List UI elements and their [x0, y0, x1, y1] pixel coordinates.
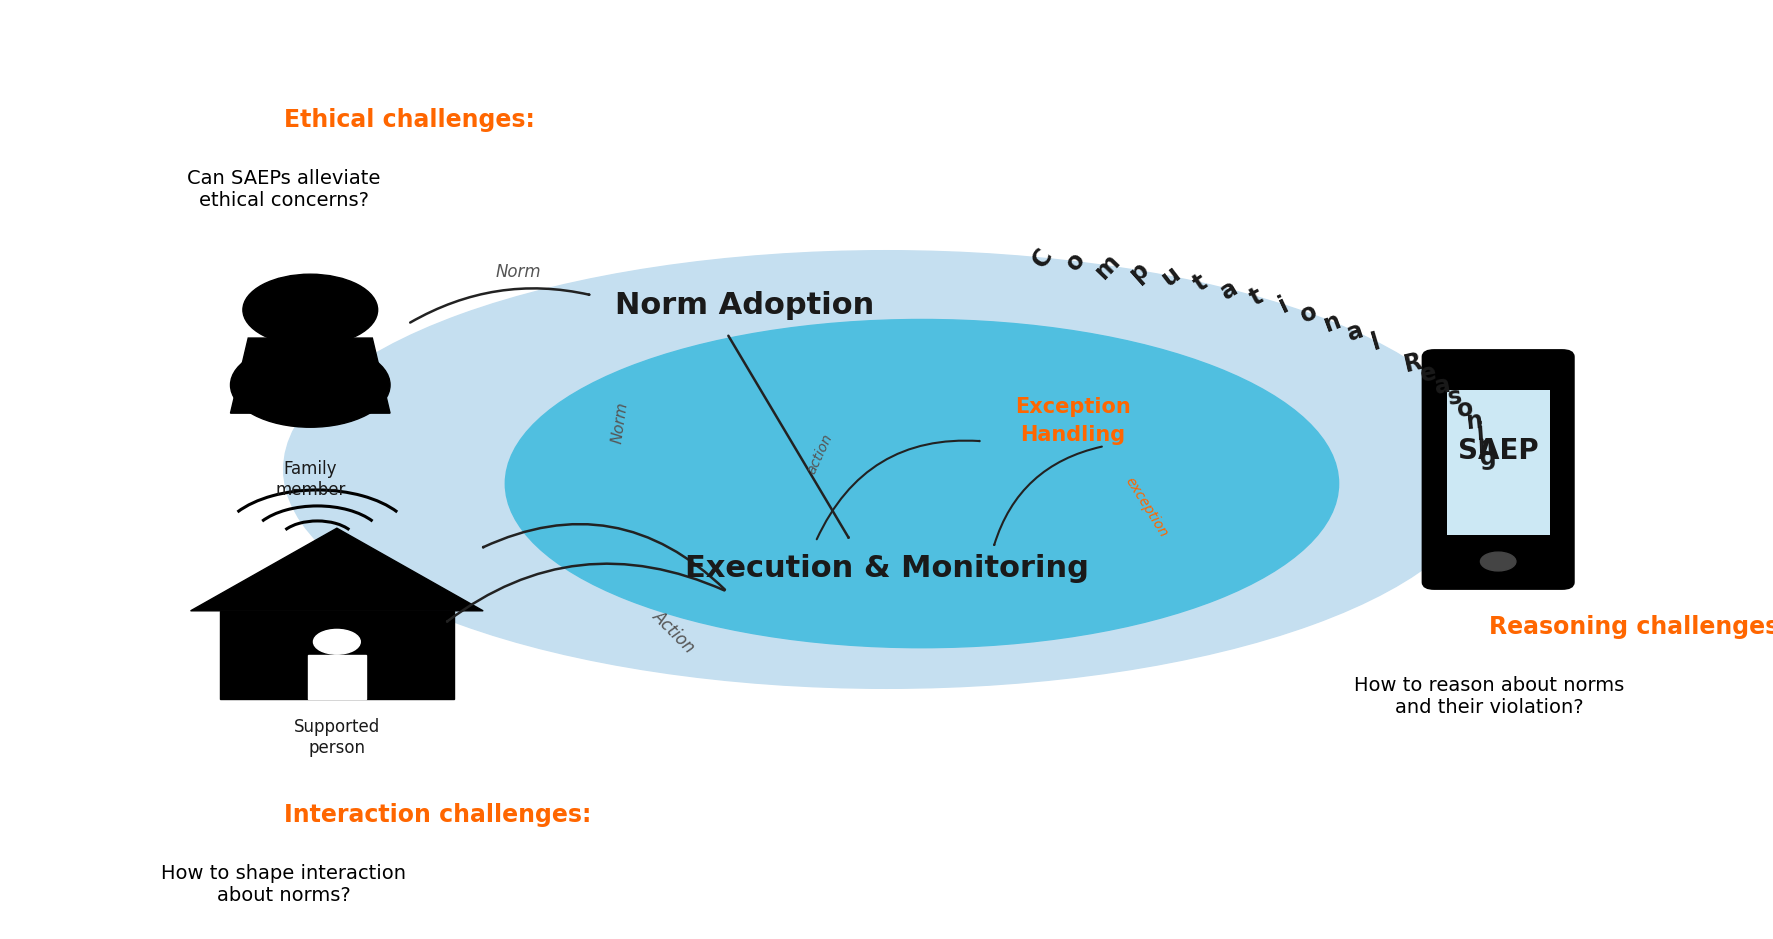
Text: Norm: Norm	[610, 401, 631, 444]
Circle shape	[1480, 552, 1516, 571]
Text: t: t	[1246, 284, 1268, 310]
Ellipse shape	[230, 343, 390, 427]
Text: exception: exception	[1122, 474, 1170, 540]
Text: i: i	[1477, 421, 1486, 445]
Text: a: a	[1344, 318, 1367, 346]
Text: o: o	[1456, 396, 1475, 422]
Text: s: s	[1447, 384, 1464, 409]
Bar	[309, 655, 367, 699]
Text: t: t	[1190, 269, 1211, 296]
Text: Can SAEPs alleviate
ethical concerns?: Can SAEPs alleviate ethical concerns?	[186, 169, 381, 210]
Bar	[220, 610, 454, 699]
Text: u: u	[1156, 262, 1184, 291]
Circle shape	[314, 629, 360, 654]
Text: Execution & Monitoring: Execution & Monitoring	[684, 554, 1089, 582]
FancyBboxPatch shape	[1424, 351, 1573, 588]
Text: Interaction challenges:: Interaction challenges:	[284, 803, 590, 827]
Ellipse shape	[316, 658, 358, 684]
Text: SAEP: SAEP	[1457, 437, 1539, 465]
Text: Supported
person: Supported person	[294, 718, 379, 757]
Text: Family
member: Family member	[275, 460, 346, 499]
Text: How to shape interaction
about norms?: How to shape interaction about norms?	[161, 864, 406, 905]
Text: g: g	[1480, 446, 1496, 470]
Text: a: a	[1216, 275, 1243, 304]
Text: o: o	[1060, 248, 1090, 275]
Text: How to reason about norms
and their violation?: How to reason about norms and their viol…	[1355, 676, 1624, 717]
Text: Norm: Norm	[496, 263, 541, 282]
Polygon shape	[230, 338, 390, 413]
Text: Handling: Handling	[1019, 424, 1126, 445]
Ellipse shape	[284, 251, 1489, 688]
Text: p: p	[1126, 256, 1154, 285]
Text: action: action	[805, 432, 835, 476]
Ellipse shape	[505, 319, 1339, 648]
Text: Reasoning challenges:: Reasoning challenges:	[1489, 615, 1773, 639]
Text: n: n	[1464, 408, 1484, 434]
Polygon shape	[191, 528, 484, 610]
Text: m: m	[1090, 249, 1126, 284]
Text: Exception: Exception	[1014, 396, 1131, 417]
Text: a: a	[1433, 372, 1452, 398]
Text: l: l	[1369, 329, 1383, 354]
Text: Action: Action	[649, 607, 699, 656]
Text: n: n	[1321, 308, 1344, 336]
Text: C: C	[1028, 244, 1057, 272]
Text: Ethical challenges:: Ethical challenges:	[284, 108, 534, 132]
Circle shape	[243, 274, 378, 346]
Text: n: n	[1477, 433, 1495, 458]
Text: R: R	[1401, 349, 1424, 377]
Text: o: o	[1296, 300, 1321, 328]
FancyBboxPatch shape	[1447, 390, 1550, 535]
Text: i: i	[1275, 292, 1293, 317]
Text: e: e	[1418, 361, 1440, 387]
Text: Norm Adoption: Norm Adoption	[615, 291, 874, 319]
